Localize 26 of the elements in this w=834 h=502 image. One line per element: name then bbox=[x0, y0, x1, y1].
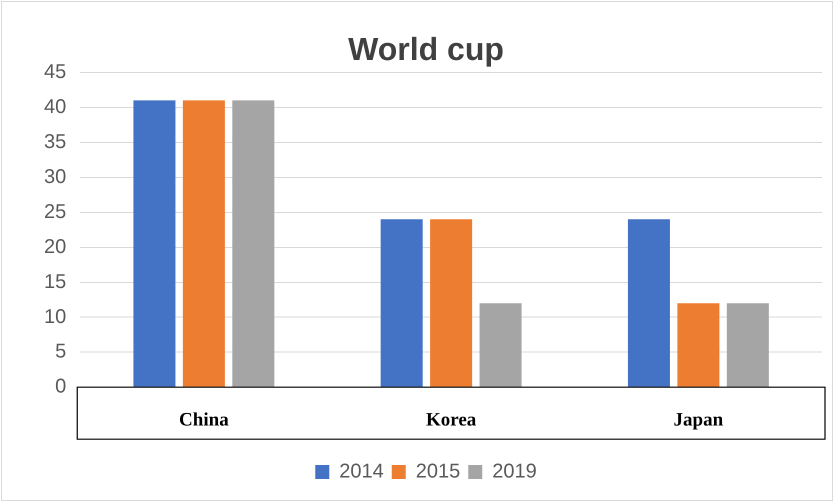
y-tick-label: 45 bbox=[44, 60, 66, 83]
legend-label: 2014 bbox=[339, 460, 384, 483]
bar bbox=[628, 219, 670, 387]
y-tick-label: 35 bbox=[44, 130, 66, 153]
chart-title: World cup bbox=[348, 31, 504, 68]
y-tick-label: 0 bbox=[55, 376, 66, 398]
y-tick-label: 20 bbox=[44, 236, 66, 258]
y-tick-label: 40 bbox=[44, 96, 66, 118]
bar bbox=[232, 100, 274, 387]
bar bbox=[133, 100, 176, 387]
bar bbox=[182, 100, 225, 387]
bar bbox=[726, 303, 769, 387]
legend-label: 2015 bbox=[416, 460, 460, 483]
x-tick-label: Japan bbox=[674, 410, 724, 431]
y-tick-label: 30 bbox=[44, 166, 66, 188]
x-tick-label: Korea bbox=[426, 410, 477, 431]
bar bbox=[430, 219, 472, 387]
y-tick-label: 25 bbox=[44, 200, 66, 223]
bar bbox=[677, 303, 720, 387]
bar bbox=[380, 219, 423, 387]
y-tick-label: 10 bbox=[44, 306, 66, 328]
y-tick-label: 5 bbox=[55, 340, 66, 363]
x-tick-label: China bbox=[179, 410, 230, 431]
legend-label: 2019 bbox=[492, 460, 537, 483]
bar bbox=[480, 303, 522, 387]
y-tick-label: 15 bbox=[44, 270, 66, 293]
